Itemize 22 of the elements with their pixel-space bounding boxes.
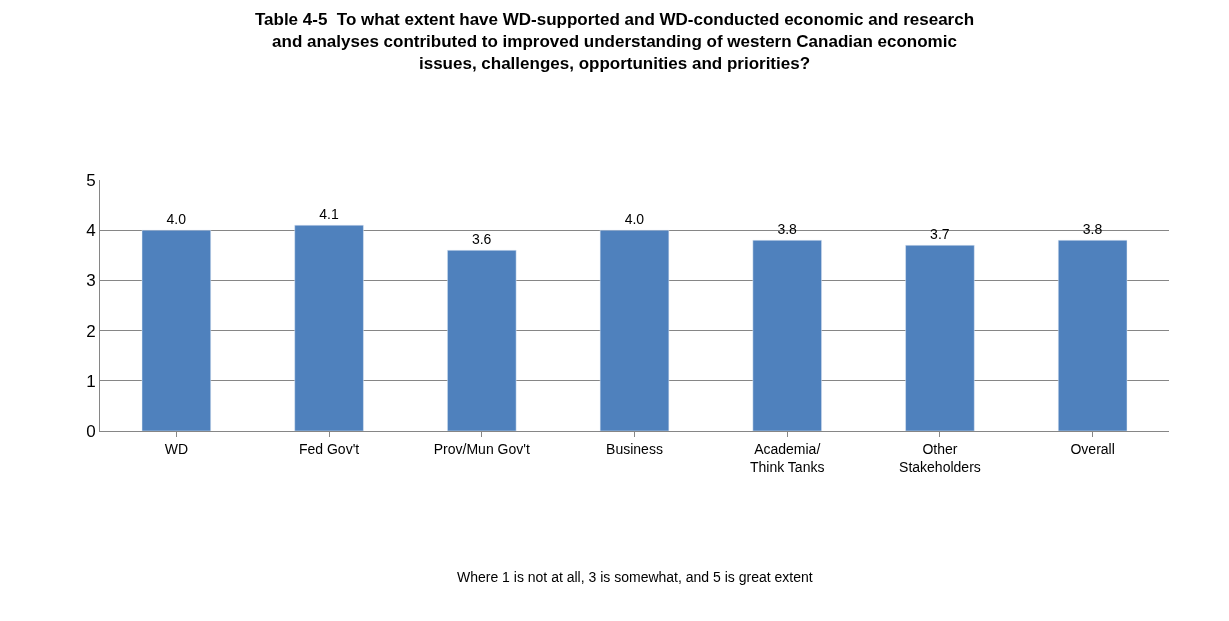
data-label: 4.0 xyxy=(166,211,187,228)
data-label: 3.7 xyxy=(930,226,950,243)
data-label: 3.8 xyxy=(777,221,798,238)
data-label: 4.0 xyxy=(624,211,645,228)
y-tick-label: 0 xyxy=(86,421,96,441)
y-tick-label: 2 xyxy=(86,321,96,341)
x-tick-label: Other Stakeholders xyxy=(899,440,981,475)
x-tick-label: Prov/Mun Gov't xyxy=(433,440,530,457)
y-tick-label: 1 xyxy=(86,371,96,391)
x-tick-label: WD xyxy=(164,440,189,457)
y-tick-label: 4 xyxy=(86,221,96,241)
x-tick-label: Fed Gov't xyxy=(298,440,360,457)
text: Where 1 is not at all, 3 is somewhat, and 5 is great extent xyxy=(457,569,813,585)
x-tick-label: Overall xyxy=(1070,440,1115,457)
y-tick-label: 5 xyxy=(86,170,96,190)
x-tick-label: Business xyxy=(606,440,663,457)
chart-title: Table 4-5 To what extent have WD-supported and WD-conducted economic and research and analyses contributed to improved understanding of western Canadian economic issues, challenges, opportunities and priorities? xyxy=(254,9,975,74)
x-tick-label: Academia/ Think Tanks xyxy=(749,440,825,475)
data-label: 4.1 xyxy=(319,206,339,223)
data-label: 3.6 xyxy=(471,231,492,248)
y-tick-label: 3 xyxy=(86,271,96,291)
data-label: 3.8 xyxy=(1082,221,1103,238)
